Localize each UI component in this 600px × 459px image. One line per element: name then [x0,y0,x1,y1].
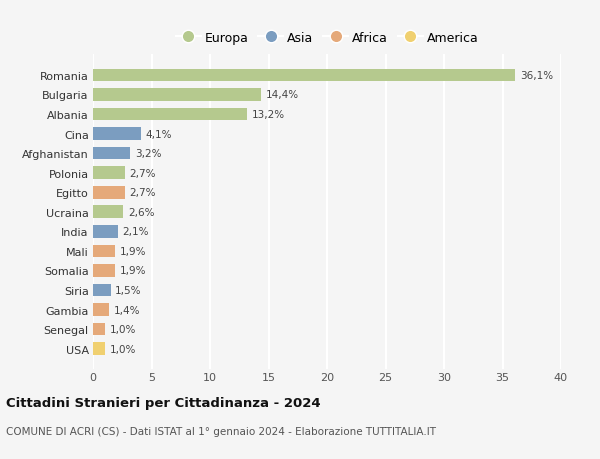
Text: 2,7%: 2,7% [129,188,156,198]
Text: 2,6%: 2,6% [128,207,155,217]
Bar [93,264,115,277]
Legend: Europa, Asia, Africa, America: Europa, Asia, Africa, America [170,27,484,50]
Bar [93,245,115,257]
Text: 2,1%: 2,1% [122,227,149,237]
Text: 1,5%: 1,5% [115,285,142,295]
Text: 1,9%: 1,9% [120,266,146,276]
Bar [93,167,125,179]
Bar [93,342,105,355]
Bar [93,323,105,336]
Bar [93,284,110,297]
Bar [93,186,125,199]
Bar [93,108,247,121]
Text: 3,2%: 3,2% [135,149,161,159]
Text: 36,1%: 36,1% [520,71,553,81]
Text: 2,7%: 2,7% [129,168,156,178]
Text: 1,0%: 1,0% [109,344,136,354]
Text: 1,4%: 1,4% [114,305,140,315]
Text: 4,1%: 4,1% [146,129,172,139]
Bar [93,225,118,238]
Bar [93,303,109,316]
Text: 1,9%: 1,9% [120,246,146,256]
Text: 13,2%: 13,2% [252,110,285,120]
Text: 14,4%: 14,4% [266,90,299,100]
Text: Cittadini Stranieri per Cittadinanza - 2024: Cittadini Stranieri per Cittadinanza - 2… [6,396,320,409]
Text: COMUNE DI ACRI (CS) - Dati ISTAT al 1° gennaio 2024 - Elaborazione TUTTITALIA.IT: COMUNE DI ACRI (CS) - Dati ISTAT al 1° g… [6,426,436,436]
Bar [93,69,515,82]
Bar [93,128,141,140]
Bar [93,89,262,101]
Text: 1,0%: 1,0% [109,325,136,334]
Bar [93,147,130,160]
Bar [93,206,124,218]
